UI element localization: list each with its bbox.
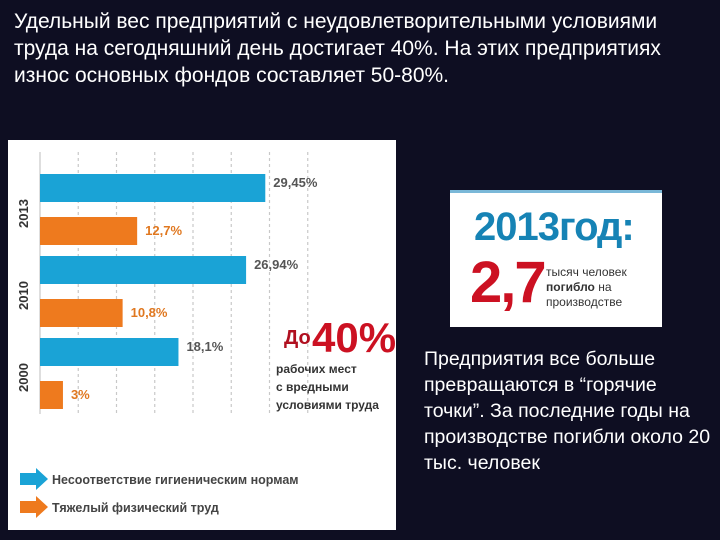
callout: До 40% рабочих мест с вредными условиями…: [276, 314, 396, 412]
legend-arrow-blue-icon: [20, 468, 48, 490]
callout-line-1: рабочих мест: [276, 362, 357, 376]
year-labels: 2013 2010 2000: [16, 199, 31, 392]
callout-value: 40%: [312, 314, 396, 361]
death-caption-rest: на: [594, 280, 612, 294]
year-label-2010: 2010: [16, 281, 31, 310]
value-label-2013-series-1: 12,7%: [145, 223, 182, 238]
bar-2013-series-0: [40, 174, 266, 202]
year-label-2000: 2000: [16, 363, 31, 392]
death-caption-line2: погибло на: [546, 280, 660, 295]
callout-prefix: До: [284, 327, 311, 349]
legend-arrow-orange-icon: [20, 496, 48, 518]
callout-line-2: с вредными: [276, 380, 349, 394]
death-stat-card: 2013год: 2,7 тысяч человек погибло на пр…: [450, 190, 662, 327]
headline: Удельный вес предприятий с неудовлетвори…: [14, 10, 661, 87]
death-caption-line3: производстве: [546, 295, 623, 309]
death-caption-line1: тысяч человек: [546, 265, 627, 279]
death-number: 2,7: [470, 250, 547, 315]
bar-layer: [40, 174, 266, 409]
death-caption-bold: погибло: [546, 280, 595, 294]
death-year: 2013год:: [474, 205, 635, 249]
bar-2000-series-1: [40, 381, 63, 409]
value-label-2000-series-1: 3%: [71, 387, 90, 402]
side-text: Предприятия все больше превращаются в “г…: [424, 348, 711, 474]
legend: Несоответствие гигиеническим нормам Тяже…: [20, 468, 299, 518]
value-label-2010-series-0: 26,94%: [254, 257, 299, 272]
value-labels: 29,45% 12,7% 26,94% 10,8% 18,1% 3%: [71, 175, 318, 402]
legend-label-physical: Тяжелый физический труд: [52, 501, 219, 515]
bar-chart: 2013 2010 2000 29,45% 12,7% 26,94% 10,8% 18,1%…: [16, 152, 396, 518]
value-label-2010-series-1: 10,8%: [131, 305, 168, 320]
bar-2000-series-0: [40, 338, 179, 366]
callout-line-3: условиями труда: [276, 398, 379, 412]
value-label-2000-series-0: 18,1%: [186, 339, 223, 354]
bar-2010-series-0: [40, 256, 247, 284]
bar-2013-series-1: [40, 217, 138, 245]
year-label-2013: 2013: [16, 199, 31, 228]
chart-panel: 2013 2010 2000 29,45% 12,7% 26,94% 10,8% 18,1%…: [8, 140, 396, 530]
bar-2010-series-1: [40, 299, 123, 327]
legend-label-hygiene: Несоответствие гигиеническим нормам: [52, 473, 299, 487]
value-label-2013-series-0: 29,45%: [273, 175, 318, 190]
death-caption: тысяч человек погибло на производстве: [546, 265, 660, 310]
